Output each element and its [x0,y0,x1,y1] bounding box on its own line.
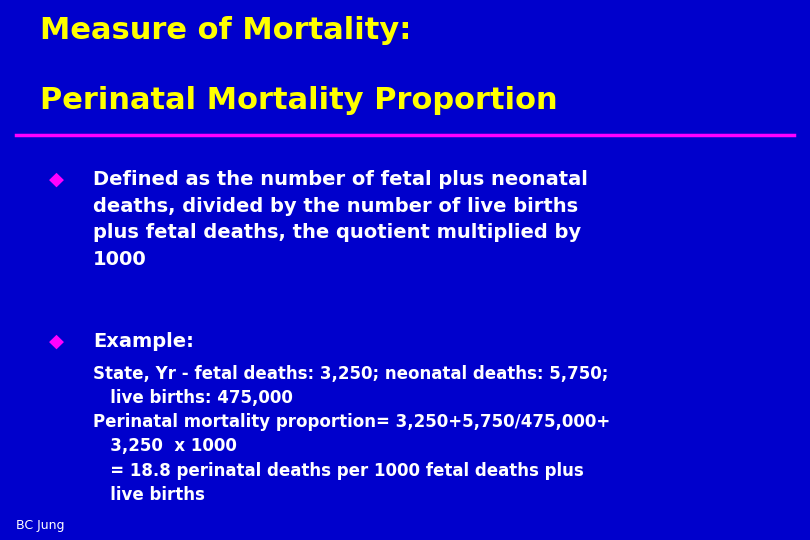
Text: BC Jung: BC Jung [16,519,65,532]
Text: Example:: Example: [93,332,194,351]
Text: State, Yr - fetal deaths: 3,250; neonatal deaths: 5,750;
   live births: 475,000: State, Yr - fetal deaths: 3,250; neonata… [93,364,611,504]
Text: Perinatal Mortality Proportion: Perinatal Mortality Proportion [40,86,558,116]
Text: ◆: ◆ [49,170,64,189]
Text: ◆: ◆ [49,332,64,351]
Text: Measure of Mortality:: Measure of Mortality: [40,16,411,45]
Text: Defined as the number of fetal plus neonatal
deaths, divided by the number of li: Defined as the number of fetal plus neon… [93,170,588,268]
